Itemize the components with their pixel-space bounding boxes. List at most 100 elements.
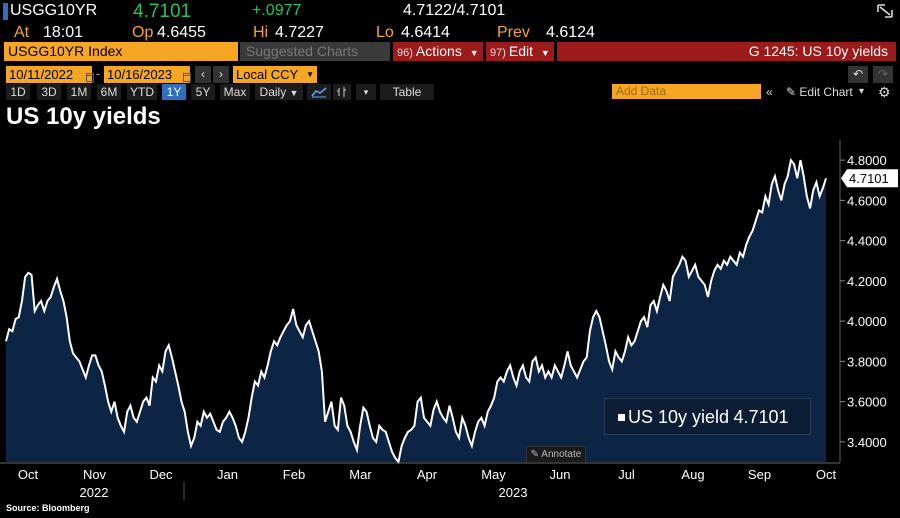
pencil-icon: ✎: [786, 85, 797, 99]
quote-time: 18:01: [43, 24, 84, 41]
x-year-label: 2023: [499, 485, 528, 500]
end-date: 10/16/2023: [107, 67, 173, 82]
x-tick-label: Sep: [748, 467, 771, 482]
edit-chart-label: Edit Chart: [799, 85, 853, 99]
x-tick-label: Jun: [550, 467, 571, 482]
range-3d[interactable]: 3D: [37, 84, 61, 100]
legend-swatch: [618, 414, 625, 421]
bar-chart-icon[interactable]: [333, 84, 351, 100]
prev-value: 4.6124: [546, 24, 595, 41]
x-tick-label: Dec: [149, 467, 173, 482]
yield-area: [6, 160, 826, 462]
chart-legend: US 10y yield 4.7101: [604, 398, 811, 435]
actions-number: 96): [397, 47, 413, 59]
next-period-button[interactable]: ›: [213, 66, 229, 83]
range-row: 1D 3D 1M 6M YTD 1Y 5Y Max Daily ▼ ▾ Tabl…: [0, 84, 900, 100]
edit-chart-dropdown[interactable]: ▾: [859, 86, 865, 97]
low-label: Lo: [376, 24, 394, 41]
low-value: 4.6414: [401, 24, 450, 41]
x-tick-label: Feb: [283, 467, 305, 482]
end-date-field[interactable]: 10/16/2023: [104, 66, 190, 83]
y-tick-label: 3.6000: [847, 395, 887, 410]
range-1y[interactable]: 1Y: [162, 84, 186, 100]
chevron-down-icon: ▼: [469, 48, 479, 58]
currency-label: Local CCY: [236, 67, 299, 82]
edit-chart-button[interactable]: ✎ Edit Chart: [786, 84, 853, 100]
yield-line[interactable]: [5, 157, 827, 465]
x-tick-label: Jan: [217, 467, 238, 482]
actions-menu[interactable]: 96) Actions ▼: [393, 42, 483, 61]
x-tick-label: May: [481, 467, 506, 482]
calendar-icon[interactable]: [86, 69, 94, 82]
x-tick-label: Aug: [681, 467, 704, 482]
legend-series-value: 4.7101: [733, 407, 789, 427]
range-ytd[interactable]: YTD: [127, 84, 157, 100]
pencil-icon: ✎: [530, 449, 540, 460]
gear-icon[interactable]: ⚙: [878, 84, 891, 100]
edit-menu[interactable]: 97) Edit ▼: [486, 42, 554, 61]
quote-row-2: At 18:01 Op 4.6455 Hi 4.7227 Lo 4.6414 P…: [0, 22, 900, 42]
high-label: Hi: [253, 24, 269, 41]
chevron-down-icon: ▼: [289, 88, 299, 98]
page-info: G 1245: US 10y yields: [557, 42, 896, 61]
y-tick-label: 4.6000: [847, 193, 887, 208]
previous-period-button[interactable]: ‹: [195, 66, 211, 83]
calendar-icon[interactable]: [183, 69, 191, 82]
open-label: Op: [132, 24, 154, 41]
y-tick-label: 3.4000: [847, 435, 887, 450]
range-5y[interactable]: 5Y: [191, 84, 215, 100]
last-value-label: 4.7101: [849, 171, 889, 186]
page-info-label: G 1245: US 10y yields: [748, 43, 888, 59]
security-field[interactable]: USGG10YR Index: [4, 42, 238, 61]
start-date-field[interactable]: 10/11/2022: [6, 66, 92, 83]
chart-type-dropdown[interactable]: ▾: [356, 84, 376, 100]
start-date: 10/11/2022: [9, 67, 74, 82]
command-bar: USGG10YR Index Suggested Charts 96) Actio…: [0, 42, 900, 62]
prev-label: Prev: [497, 24, 530, 41]
undo-icon[interactable]: ↶: [848, 66, 868, 83]
chevron-down-icon: ▼: [540, 48, 550, 58]
at-label: At: [14, 24, 30, 41]
range-1d[interactable]: 1D: [6, 84, 30, 100]
annotate-label: Annotate: [541, 449, 582, 460]
last-value-tag: [841, 169, 898, 188]
x-tick-label: Nov: [83, 467, 107, 482]
edit-label: Edit: [508, 43, 534, 59]
currency-select[interactable]: Local CCY ▼: [233, 66, 317, 83]
chevron-down-icon: ▼: [306, 70, 314, 79]
expand-icon[interactable]: [876, 3, 894, 19]
add-data-placeholder: Add Data: [616, 84, 667, 98]
quote-row-1: USGG10YR 4.7101 +.0977 4.7122/4.7101: [0, 0, 900, 22]
frequency-label: Daily: [259, 85, 287, 99]
add-data-input[interactable]: Add Data: [612, 84, 761, 99]
line-chart-icon[interactable]: [307, 84, 331, 100]
open-value: 4.6455: [157, 24, 206, 41]
redo-icon[interactable]: ↷: [873, 66, 893, 83]
x-tick-label: Oct: [18, 467, 39, 482]
date-range-row: 10/11/2022 - 10/16/2023 ‹ › Local CCY ▼ …: [0, 66, 900, 84]
y-tick-label: 3.8000: [847, 354, 887, 369]
legend-series-name: US 10y yield: [628, 407, 730, 427]
y-tick-label: 4.0000: [847, 314, 887, 329]
frequency-select[interactable]: Daily ▼: [255, 84, 303, 100]
x-year-label: 2022: [80, 485, 109, 500]
range-1m[interactable]: 1M: [67, 84, 91, 100]
ticker[interactable]: USGG10YR: [10, 2, 98, 19]
suggested-charts-button[interactable]: Suggested Charts: [240, 42, 390, 61]
range-6m[interactable]: 6M: [97, 84, 121, 100]
date-separator: -: [96, 66, 101, 81]
annotate-button[interactable]: ✎ Annotate: [526, 446, 586, 463]
y-tick-label: 4.8000: [847, 153, 887, 168]
y-tick-label: 4.4000: [847, 234, 887, 249]
collapse-icon[interactable]: «: [766, 85, 773, 99]
table-button[interactable]: Table: [380, 84, 434, 100]
y-tick-label: 4.2000: [847, 274, 887, 289]
price-change: +.0977: [252, 2, 302, 19]
actions-label: Actions: [415, 43, 462, 59]
x-tick-label: Mar: [349, 467, 372, 482]
last-price: 4.7101: [133, 1, 192, 22]
chart-title: US 10y yields: [6, 103, 161, 130]
range-max[interactable]: Max: [220, 84, 250, 100]
x-tick-label: Jul: [618, 467, 635, 482]
